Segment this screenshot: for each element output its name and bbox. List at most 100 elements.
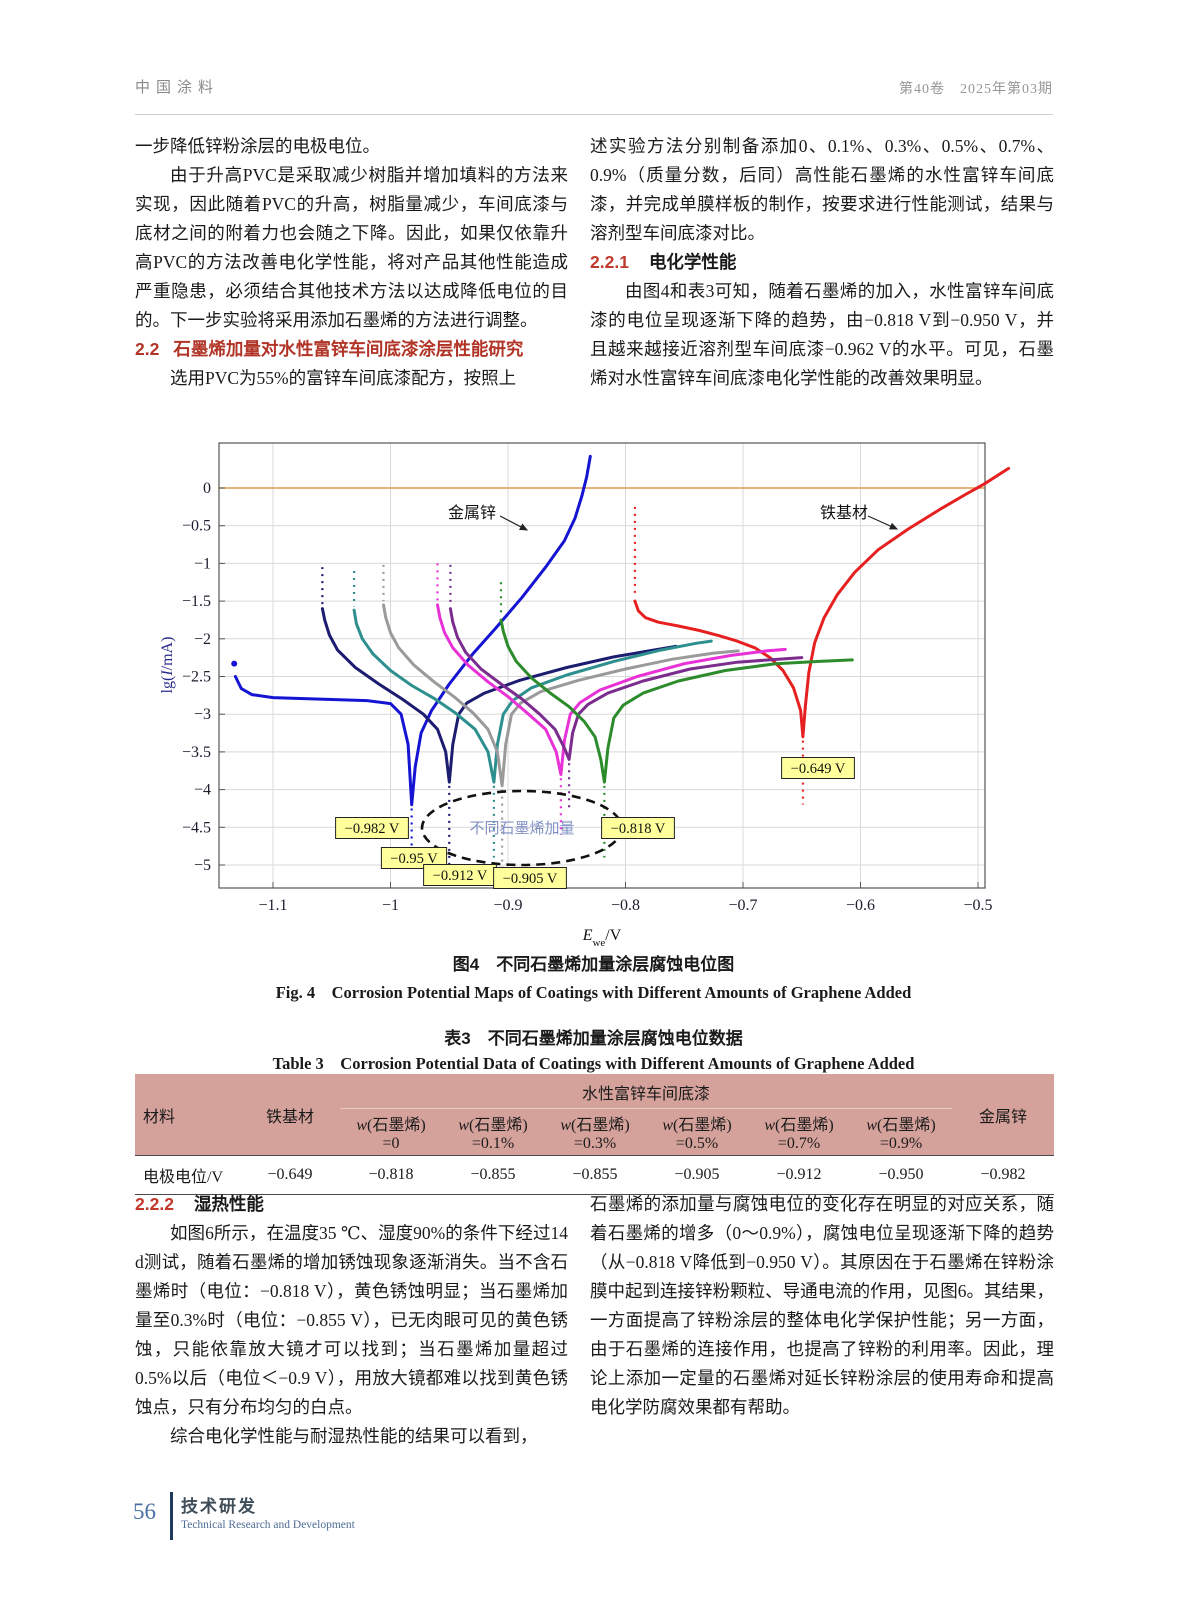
figure4-caption-zh: 图4 不同石墨烯加量涂层腐蚀电位图: [452, 955, 735, 974]
figure4-chart: −1.1 −1 −0.9 −0.8 −0.7 −0.6 −0.5 0 −0.5 −1 −1.5 −2 −…: [159, 442, 1011, 949]
header-rule: [135, 114, 1053, 115]
series--0.818: [499, 582, 854, 858]
y-tick-label: −2.5: [182, 669, 211, 686]
table-cell: −0.649: [240, 1155, 340, 1195]
x-tick-label: −0.9: [493, 897, 522, 914]
journal-name: 中国涂料: [135, 80, 220, 96]
table-header-iron: 铁基材: [240, 1074, 340, 1156]
ellipse-note-label: 不同石墨烯加量: [469, 820, 574, 837]
table-header-zinc: 金属锌: [952, 1074, 1054, 1156]
paragraph: 一步降低锌粉涂层的电极电位。: [135, 136, 380, 156]
table-cell: −0.905: [646, 1155, 748, 1195]
section-title: 电化学性能: [648, 252, 737, 272]
table-header-group: 水性富锌车间底漆: [340, 1074, 952, 1109]
section-number: 2.2: [135, 339, 160, 359]
table-subheader: w(石墨烯) =0.9%: [850, 1108, 952, 1156]
x-tick-label: −0.6: [846, 897, 875, 914]
paragraph: 述实验方法分别制备添加0、0.1%、0.3%、0.5%、0.7%、0.9%（质量…: [590, 136, 1054, 243]
table-cell: −0.912: [748, 1155, 850, 1195]
series--0.855: [448, 564, 804, 813]
y-tick-label: −0.5: [182, 518, 211, 535]
footer-divider: [170, 1492, 173, 1540]
figure4: −1.1 −1 −0.9 −0.8 −0.7 −0.6 −0.5 0 −0.5 −1 −1.5 −2 −…: [150, 428, 1055, 953]
column-top-right: 述实验方法分别制备添加0、0.1%、0.3%、0.5%、0.7%、0.9%（质量…: [590, 132, 1054, 393]
section-heading-2-2-2: 2.2.2 湿热性能: [135, 1190, 568, 1219]
table3-caption-zh: 表3 不同石墨烯加量涂层腐蚀电位数据: [444, 1029, 743, 1048]
svg-text:−0.95 V: −0.95 V: [390, 851, 438, 867]
footer-section-zh: 技术研发: [181, 1497, 257, 1516]
section-heading-2-2-1: 2.2.1 电化学性能: [590, 248, 1054, 277]
series--0.95: [320, 567, 678, 888]
table-subheader: w(石墨烯) =0.5%: [646, 1108, 748, 1156]
section-title: 石墨烯加量对水性富锌车间底漆涂层性能研究: [173, 339, 524, 359]
paragraph: 选用PVC为55%的富锌车间底漆配方，按照上: [170, 368, 517, 388]
table-cell: −0.950: [850, 1155, 952, 1195]
section-number: 2.2.2: [135, 1194, 174, 1214]
table-subheader: w(石墨烯) =0: [340, 1108, 442, 1156]
table-cell: −0.855: [544, 1155, 646, 1195]
y-tick-label: −1.5: [182, 593, 211, 610]
section-title: 湿热性能: [193, 1194, 264, 1214]
table-cell: −0.855: [442, 1155, 544, 1195]
curve-annotation: 铁基材: [820, 504, 899, 530]
footer-section-en: Technical Research and Development: [181, 1519, 355, 1531]
table-subheader: w(石墨烯) =0.3%: [544, 1108, 646, 1156]
series--0.905: [382, 564, 740, 873]
table3: 材料 铁基材 水性富锌车间底漆 金属锌 w(石墨烯) =0 w(石墨烯) =0.1%…: [135, 1074, 1054, 1195]
y-axis-label: lg(I/mA): [159, 637, 176, 694]
table-row: 电极电位/V −0.649 −0.818 −0.855 −0.855 −0.90…: [135, 1155, 1054, 1195]
svg-text:−0.905 V: −0.905 V: [503, 871, 558, 887]
x-tick-label: −1: [382, 897, 399, 914]
series--0.855: [436, 563, 787, 835]
y-tick-label: −4.5: [182, 819, 211, 836]
y-tick-label: −3: [194, 706, 211, 723]
table-subheader: w(石墨烯) =0.7%: [748, 1108, 850, 1156]
paragraph: 如图6所示，在温度35 ℃、湿度90%的条件下经过14 d测试，随着石墨烯的增加…: [135, 1223, 568, 1417]
table-subheader-row: w(石墨烯) =0 w(石墨烯) =0.1% w(石墨烯) =0.3% w(石墨烯) =…: [135, 1108, 1054, 1156]
table3-caption-en: Table 3 Corrosion Potential Data of Coat…: [272, 1054, 915, 1073]
series--0.912: [352, 570, 713, 858]
svg-text:−0.912 V: −0.912 V: [433, 868, 488, 884]
svg-text:铁基材: 铁基材: [820, 504, 868, 522]
y-tick-label: −5: [194, 857, 211, 874]
table-subheader: w(石墨烯) =0.1%: [442, 1108, 544, 1156]
figure4-caption-en: Fig. 4 Corrosion Potential Maps of Coati…: [275, 983, 912, 1002]
y-tick-label: −2: [194, 631, 211, 648]
table-header-material: 材料: [135, 1074, 240, 1156]
table-cell: 电极电位/V: [135, 1155, 240, 1195]
issue-info: 第40卷 2025年第03期: [899, 82, 1053, 97]
value-box: −0.95 V: [380, 847, 448, 869]
value-box: −0.982 V: [335, 817, 409, 839]
value-box: −0.912 V: [423, 864, 497, 886]
value-box: −0.818 V: [601, 817, 675, 839]
section-number: 2.2.1: [590, 252, 629, 272]
column-bottom-right: 石墨烯的添加量与腐蚀电位的变化存在明显的对应关系，随着石墨烯的增多（0～0.9%…: [590, 1190, 1054, 1422]
y-tick-label: −3.5: [182, 744, 211, 761]
column-top-left: 一步降低锌粉涂层的电极电位。 由于升高PVC是采取减少树脂并增加填料的方法来实现…: [135, 132, 568, 393]
x-tick-label: −0.8: [611, 897, 640, 914]
plot-frame: [218, 442, 986, 889]
paragraph: 石墨烯的添加量与腐蚀电位的变化存在明显的对应关系，随着石墨烯的增多（0～0.9%…: [590, 1194, 1054, 1417]
value-box: −0.905 V: [493, 867, 567, 889]
curve-annotation: 金属锌: [448, 504, 529, 531]
section-heading-2-2: 2.2 石墨烯加量对水性富锌车间底漆涂层性能研究: [135, 335, 568, 364]
x-tick-label: −0.7: [728, 897, 757, 914]
svg-text:金属锌: 金属锌: [448, 504, 496, 522]
y-tick-label: −4: [194, 782, 211, 799]
series--0.982: [231, 454, 592, 862]
column-bottom-left: 2.2.2 湿热性能 如图6所示，在温度35 ℃、湿度90%的条件下经过14 d测…: [135, 1190, 568, 1451]
series--0.649: [633, 466, 1011, 805]
paragraph: 综合电化学性能与耐湿热性能的结果可以看到，: [170, 1426, 538, 1446]
paragraph: 由图4和表3可知，随着石墨烯的加入，水性富锌车间底漆的电位呈现逐渐下降的趋势，由…: [590, 281, 1054, 388]
page-number: 56: [133, 1499, 156, 1524]
svg-text:−0.818 V: −0.818 V: [611, 821, 666, 837]
table-cell: −0.982: [952, 1155, 1054, 1195]
svg-text:−0.649 V: −0.649 V: [791, 761, 846, 777]
table-cell: −0.818: [340, 1155, 442, 1195]
y-tick-label: −1: [194, 555, 211, 572]
x-tick-label: −0.5: [963, 897, 992, 914]
paragraph: 由于升高PVC是采取减少树脂并增加填料的方法来实现，因此随着PVC的升高，树脂量…: [135, 165, 568, 330]
svg-text:−0.982 V: −0.982 V: [345, 821, 400, 837]
x-tick-label: −1.1: [258, 897, 287, 914]
